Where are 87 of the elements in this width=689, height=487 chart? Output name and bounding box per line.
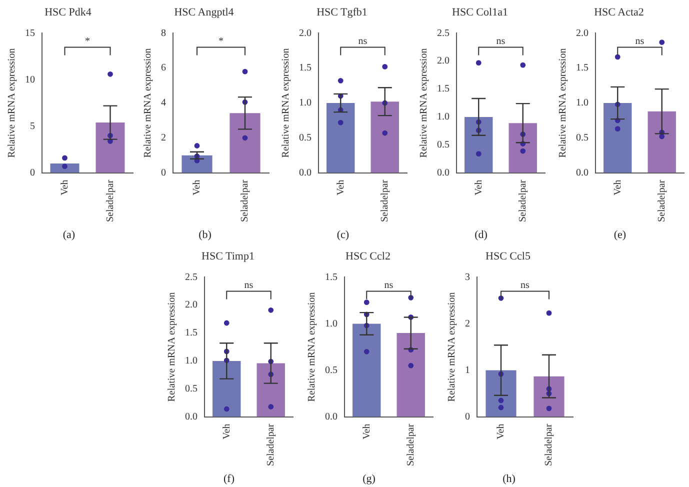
y-tick-label: 0.5 <box>325 364 338 376</box>
chart-title: HSC Angptl4 <box>174 6 234 18</box>
x-tick-label: Seladelpar <box>380 179 390 222</box>
y-axis-title: Relative mRNA expression <box>418 48 430 158</box>
y-tick-label: 2.5 <box>185 272 198 283</box>
x-tick-label: Veh <box>221 424 232 440</box>
y-tick-label: 0 <box>30 167 35 178</box>
x-tick-label: Veh <box>361 424 372 440</box>
y-axis-title: Relative mRNA expression <box>558 48 569 158</box>
y-tick-label: 1.5 <box>325 272 338 283</box>
y-tick-label: 1.5 <box>299 62 312 74</box>
text: (b) <box>198 229 212 241</box>
y-tick-label: 1.5 <box>185 328 198 339</box>
y-tick-label: 1.0 <box>325 318 338 330</box>
x-tick-label: Veh <box>192 180 203 196</box>
y-tick-label: 4 <box>161 98 166 109</box>
text: (d) <box>474 229 488 241</box>
y-tick-label: 2.0 <box>299 28 312 39</box>
y-axis-title: Relative mRNA expression <box>446 292 458 402</box>
text: (f) <box>222 473 236 485</box>
x-tick-label: Seladelpar <box>104 179 116 222</box>
text: (g) <box>362 473 376 485</box>
y-axis-title: Relative mRNA expression <box>6 48 18 158</box>
x-tick-label: Seladelpar <box>240 179 251 222</box>
y-tick-label: 0 <box>161 167 166 178</box>
chart-title: HSC Timp1 <box>202 250 254 262</box>
x-tick-label: Seladelpar <box>266 423 276 466</box>
x-tick-label: Seladelpar <box>544 423 555 466</box>
y-tick-label: 6 <box>161 62 166 74</box>
y-tick-label: 5 <box>30 120 35 132</box>
text: (e) <box>612 229 628 241</box>
y-tick-label: 3 <box>465 272 470 283</box>
y-tick-label: 2 <box>161 132 166 144</box>
y-tick-label: 2 <box>465 318 470 330</box>
y-tick-label: 0.5 <box>299 132 312 144</box>
y-tick-label: 1.5 <box>576 62 588 74</box>
chart-title: HSC Ccl5 <box>486 250 531 262</box>
x-tick-label: Veh <box>473 180 484 196</box>
y-tick-label: 1.0 <box>437 112 450 123</box>
x-tick-label: Seladelpar <box>656 179 668 222</box>
annotation: ns <box>496 36 506 47</box>
y-tick-label: 15 <box>25 28 35 39</box>
y-tick-label: 8 <box>161 28 166 39</box>
y-axis-title: Relative mRNA expression <box>166 292 178 402</box>
x-tick-label: Veh <box>335 180 346 196</box>
y-tick-label: 0.0 <box>325 411 338 422</box>
y-tick-label: 1.0 <box>185 356 198 367</box>
y-tick-label: 1 <box>465 364 470 376</box>
y-axis-title: Relative mRNA expression <box>306 292 318 402</box>
annotation: * <box>218 36 224 47</box>
chart-title: HSC Tgfb1 <box>316 6 368 18</box>
x-tick-label: Veh <box>59 180 70 196</box>
y-tick-label: 2.0 <box>437 56 450 67</box>
chart-title: HSC Acta2 <box>594 6 644 18</box>
x-tick-label: Seladelpar <box>406 423 416 466</box>
annotation: ns <box>384 280 394 291</box>
y-tick-label: 0.0 <box>576 167 588 178</box>
y-tick-label: 2.0 <box>185 300 198 311</box>
annotation: * <box>85 36 90 47</box>
y-axis-title: Relative mRNA expression <box>142 48 154 158</box>
y-tick-label: 10 <box>25 74 35 86</box>
chart-title: HSC Pdk4 <box>44 6 92 18</box>
x-tick-label: Seladelpar <box>518 179 528 222</box>
y-tick-label: 0.0 <box>185 411 198 422</box>
text: (h) <box>502 473 516 485</box>
y-axis-title: Relative mRNA expression <box>280 48 292 158</box>
annotation: ns <box>244 280 254 291</box>
chart-title: HSC Ccl2 <box>346 250 390 262</box>
chart-title: HSC Col1a1 <box>452 6 508 18</box>
y-tick-label: 2.0 <box>576 28 588 39</box>
y-tick-label: 0.5 <box>437 140 450 151</box>
y-tick-label: 0.5 <box>185 384 198 395</box>
text: (a) <box>62 229 76 241</box>
y-tick-label: 2.5 <box>437 28 450 39</box>
annotation: ns <box>520 280 530 291</box>
x-tick-label: Veh <box>612 180 624 196</box>
annotation: ns <box>635 36 644 47</box>
y-tick-label: 1.0 <box>576 98 588 109</box>
y-tick-label: 0 <box>465 411 470 422</box>
text: (c) <box>336 229 350 241</box>
x-tick-label: Veh <box>496 424 507 440</box>
y-tick-label: 0.0 <box>299 167 312 178</box>
y-tick-label: 1.5 <box>437 84 450 95</box>
annotation: ns <box>358 36 368 47</box>
y-tick-label: 1.0 <box>299 98 312 109</box>
y-tick-label: 0.0 <box>437 167 450 178</box>
y-tick-label: 0.5 <box>576 132 588 144</box>
